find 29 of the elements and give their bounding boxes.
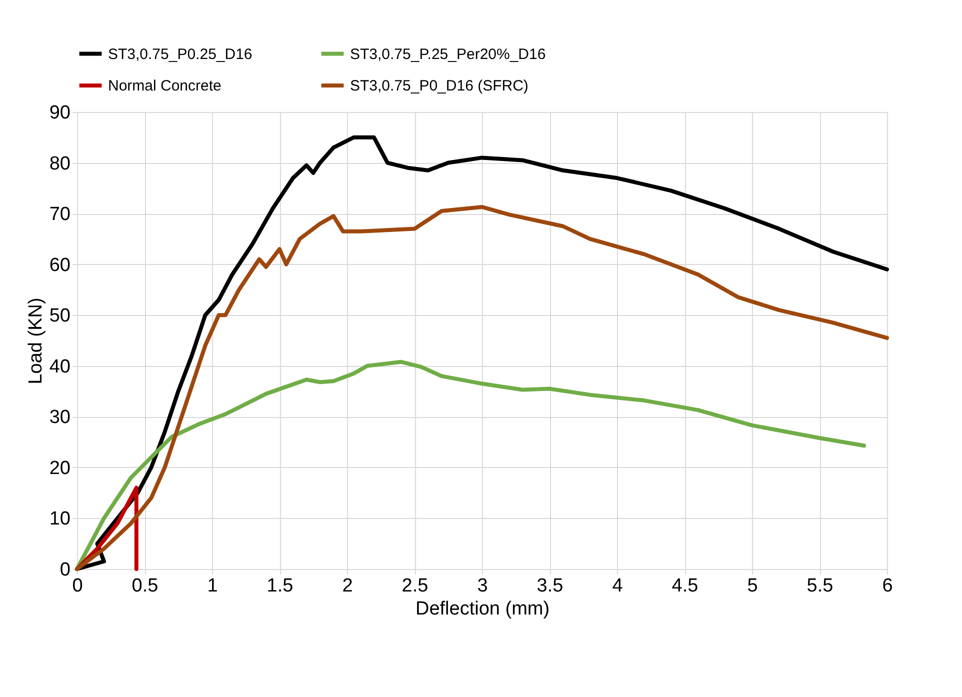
x-tick-label: 2.5 xyxy=(402,576,428,596)
legend-label: Normal Concrete xyxy=(108,78,222,94)
y-tick-label: 0 xyxy=(60,560,70,580)
legend-label: ST3,0.75_P.25_Per20%_D16 xyxy=(350,46,546,63)
legend-label: ST3,0.75_P0.25_D16 xyxy=(108,46,252,63)
y-tick-label: 80 xyxy=(49,153,70,174)
x-tick-label: 4 xyxy=(612,576,624,596)
x-tick-label: 3.5 xyxy=(536,576,564,596)
y-tick-label: 50 xyxy=(49,306,70,327)
y-axis-title: Load (KN) xyxy=(25,298,46,384)
y-tick-label: 30 xyxy=(49,407,70,428)
x-tick-label: 4.5 xyxy=(672,576,698,596)
x-tick-label: 2 xyxy=(342,576,353,596)
y-tick-label: 20 xyxy=(49,458,70,479)
x-tick-label: 0.5 xyxy=(132,576,158,596)
x-tick-label: 5 xyxy=(747,576,758,596)
x-tick-label: 1 xyxy=(207,576,218,596)
x-tick-label: 3 xyxy=(477,576,488,596)
y-tick-label: 70 xyxy=(49,204,70,226)
line-series xyxy=(75,204,889,571)
y-tick-label: 10 xyxy=(49,508,70,530)
y-tick-label: 40 xyxy=(49,356,70,378)
legend-label: ST3,0.75_P0_D16 (SFRC) xyxy=(350,78,528,94)
x-axis-title: Deflection (mm) xyxy=(415,598,550,620)
y-tick-label: 60 xyxy=(49,254,70,276)
y-tick-label: 90 xyxy=(49,102,70,124)
x-tick-label: 1.5 xyxy=(266,576,294,596)
x-tick-label: 5.5 xyxy=(806,576,834,596)
x-tick-label: 6 xyxy=(882,576,893,596)
